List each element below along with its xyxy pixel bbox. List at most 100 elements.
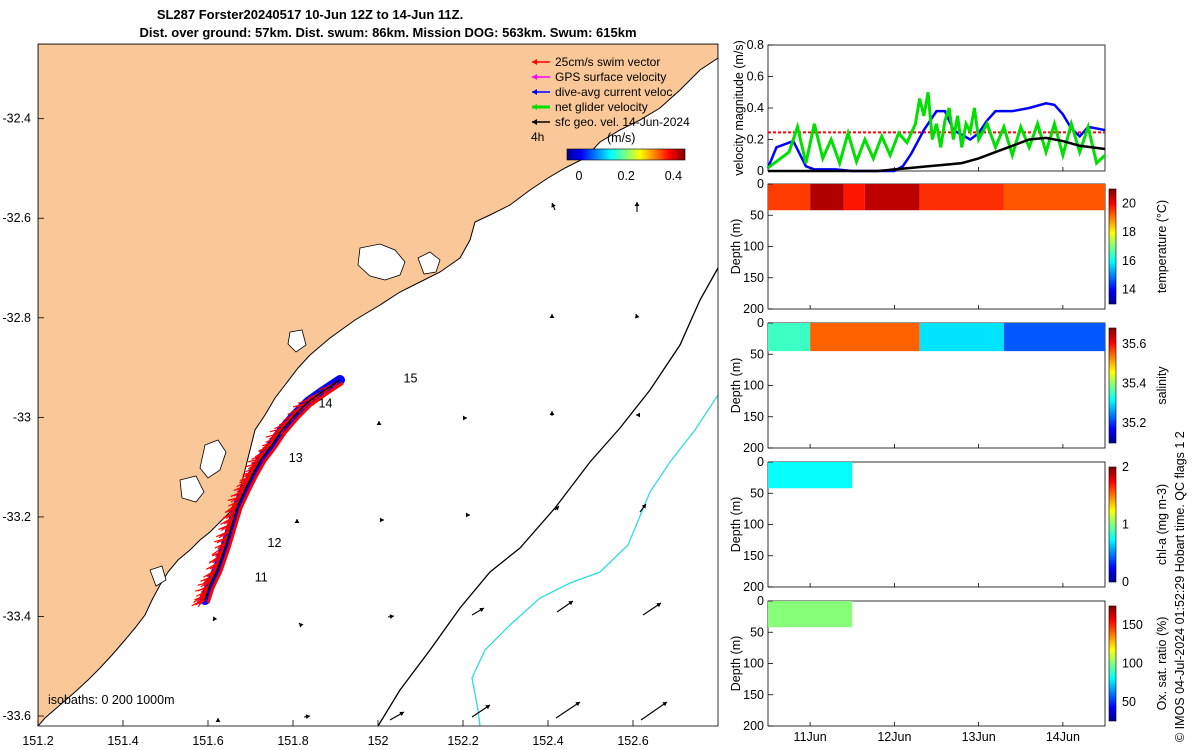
depth-tick-label: 0 [757,455,764,469]
legend-arrowhead [532,59,537,65]
geo-velocity-arrow [640,701,668,721]
depth-tick-label: 50 [750,625,764,639]
day-labels: 11 12 13 14 15 [255,372,418,585]
swim-vector [215,546,226,558]
legend-entry: 25cm/s swim vector [555,55,660,69]
isobath-1000m [471,394,718,726]
geostrophic-arrows [212,202,668,722]
section-data-block [810,184,844,211]
legend-entry: GPS surface velocity [555,70,666,84]
map-axis-ticks: 151.2 151.4 151.6 151.8 152 152.2 152.4 152.6 -3… [3,112,649,748]
depth-axis-label: Depth (m) [729,636,743,692]
depth-axis-label: Depth (m) [729,219,743,275]
swim-vector [211,544,227,556]
velocity-series-line [766,101,1106,173]
geo-velocity-arrowhead [551,203,556,208]
swim-vector [212,554,223,564]
swim-vector [200,578,214,588]
colorbar-tick-label: 1 [1122,518,1129,532]
y-tick-label: -32.8 [3,311,32,325]
velocity-frame [767,44,1106,172]
depth-tick-label: 200 [743,441,764,455]
x-tick-label: 151.2 [22,734,53,748]
section-data-block [919,323,1004,352]
velocity-y-tick-label: 0.2 [747,133,764,147]
swim-vector [217,538,229,550]
colorbar-gradient [566,148,686,161]
section-panel: 0 50 100 150 200 Depth (m) 14 16 18 20 temperature… [729,177,1169,316]
legend-entry: dive-avg current veloc. [555,85,676,99]
depth-tick-label: 100 [743,240,764,254]
colorbar-tick-label: 14 [1122,283,1136,297]
depth-tick-label: 150 [743,688,764,702]
depth-tick-label: 200 [743,302,764,316]
depth-tick-label: 200 [743,719,764,733]
date-tick-label: 13Jun [962,730,996,744]
geo-velocity-arrowhead [389,614,394,620]
legend-arrowhead [532,89,537,95]
velocity-series-line [767,91,1107,170]
swim-vector [222,508,238,520]
isobath-200m [377,267,718,726]
colorbar-tick-label: 100 [1122,657,1143,671]
isobaths-label: isobaths: 0 200 1000m [48,693,174,707]
geo-velocity-arrowhead [634,314,640,319]
geo-velocity-arrowhead [641,504,646,509]
depth-tick-label: 50 [750,486,764,500]
colorbar-tick-label: 35.6 [1122,337,1146,351]
colorbar-tick-label: 35.4 [1122,377,1146,391]
swim-vector [225,510,237,520]
depth-axis-label: Depth (m) [729,358,743,414]
swim-vector [216,534,230,544]
swim-vector [224,521,234,531]
x-tick-label: 152.4 [532,734,563,748]
swim-vector [203,572,217,584]
date-tick-label: 14Jun [1046,730,1080,744]
depth-tick-label: 200 [743,580,764,594]
colorbar-ticks: 0 0.2 0.4 [576,169,683,183]
section-data-block [768,601,853,628]
legend-entry: net glider velocity [555,100,648,114]
swim-vector [225,525,232,531]
colorbar-tick-label: 18 [1122,225,1136,239]
colorbar-tick-label: 0 [576,169,583,183]
chart-title-line2: Dist. over ground: 57km. Dist. swum: 86k… [139,25,637,40]
land-area [38,44,718,726]
speed-colorbar: 4h (m/s) 0 0.2 0.4 [531,130,686,183]
velocity-y-axis-label: velocity magnitude (m/s) [732,40,746,175]
x-tick-label: 151.6 [192,734,223,748]
geo-velocity-arrowhead [656,603,661,608]
section-data-block [864,184,920,211]
x-tick-label: 152.6 [617,734,648,748]
date-tick-label: 12Jun [877,730,911,744]
x-tick-label: 151.4 [107,734,138,748]
y-tick-label: -33 [13,410,31,424]
day-label: 15 [404,372,418,386]
section-panel: 0 50 100 150 200 Depth (m) 35.2 35.4 35.6 salinit… [729,316,1169,455]
section-data-block [768,462,853,489]
colorbar-tick-label: 0 [1122,575,1129,589]
colorbar-tick-label: 20 [1122,196,1136,210]
depth-tick-label: 0 [757,594,764,608]
y-tick-label: -32.4 [3,112,32,126]
x-tick-label: 152.2 [447,734,478,748]
depth-tick-label: 150 [743,410,764,424]
geo-velocity-arrowhead [549,411,555,415]
depth-axis-label: Depth (m) [729,497,743,553]
geo-velocity-arrowhead [634,202,640,206]
map-panel: 151.2 151.4 151.6 151.8 152 152.2 152.4 152.6 -3… [3,43,719,748]
colorbar-unit-label: (m/s) [607,131,635,145]
colorbar-label: salinity [1155,366,1169,405]
section-colorbar [1108,327,1117,444]
colorbar-tick-label: 35.2 [1122,416,1146,430]
velocity-y-tick-label: 0.8 [747,38,764,52]
colorbar-tick-label: 150 [1122,618,1143,632]
swim-vector [218,527,232,539]
colorbar-tick-label: 50 [1122,695,1136,709]
colorbar-label: Ox. sat. ratio (%) [1155,617,1169,711]
swim-vector [196,593,208,603]
day-label: 13 [289,451,303,465]
day-label: 14 [319,396,333,410]
swim-vector [233,487,247,497]
